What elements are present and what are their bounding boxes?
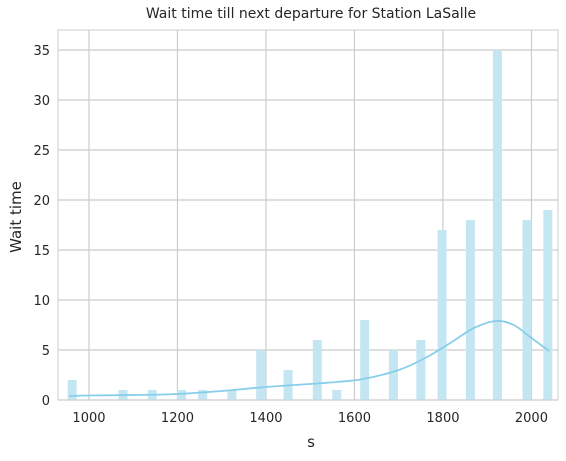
grid — [58, 30, 558, 401]
y-tick-label: 20 — [33, 194, 50, 209]
histogram-bar — [543, 210, 553, 400]
histogram-bar — [67, 380, 77, 400]
y-tick-label: 10 — [33, 294, 50, 309]
bars — [67, 50, 553, 400]
kde-curve — [69, 320, 550, 397]
histogram-bar — [332, 390, 342, 400]
x-tick-label: 1000 — [72, 411, 105, 426]
histogram-bar — [522, 220, 532, 400]
y-tick-label: 35 — [33, 44, 50, 59]
x-tick-label: 2000 — [515, 411, 548, 426]
histogram-bar — [465, 220, 475, 400]
histogram-bar — [360, 320, 370, 400]
histogram-bar — [437, 230, 447, 400]
histogram-bar — [176, 390, 186, 400]
histogram-bar — [312, 340, 322, 400]
y-ticks: 0 5 10 15 20 25 30 35 — [33, 44, 50, 409]
histogram-bar — [388, 350, 398, 400]
x-tick-label: 1200 — [161, 411, 194, 426]
histogram-bar — [198, 390, 208, 400]
y-tick-label: 15 — [33, 244, 50, 259]
y-axis-label: Wait time — [7, 181, 25, 253]
histogram-bar — [256, 350, 266, 400]
kde-layer — [69, 320, 550, 397]
y-tick-label: 30 — [33, 94, 50, 109]
x-tick-label: 1800 — [426, 411, 459, 426]
chart-title: Wait time till next departure for Statio… — [146, 6, 476, 22]
y-tick-label: 5 — [42, 344, 50, 359]
x-tick-label: 1400 — [249, 411, 282, 426]
x-tick-label: 1600 — [338, 411, 371, 426]
y-tick-label: 0 — [42, 394, 50, 409]
histogram-bar — [492, 50, 502, 400]
x-ticks: 1000 1200 1400 1600 1800 2000 — [72, 411, 548, 426]
histogram-bar — [227, 390, 237, 400]
histogram-bar — [416, 340, 426, 400]
y-tick-label: 25 — [33, 144, 50, 159]
x-axis-label: s — [307, 433, 315, 451]
plot-frame — [57, 29, 559, 401]
